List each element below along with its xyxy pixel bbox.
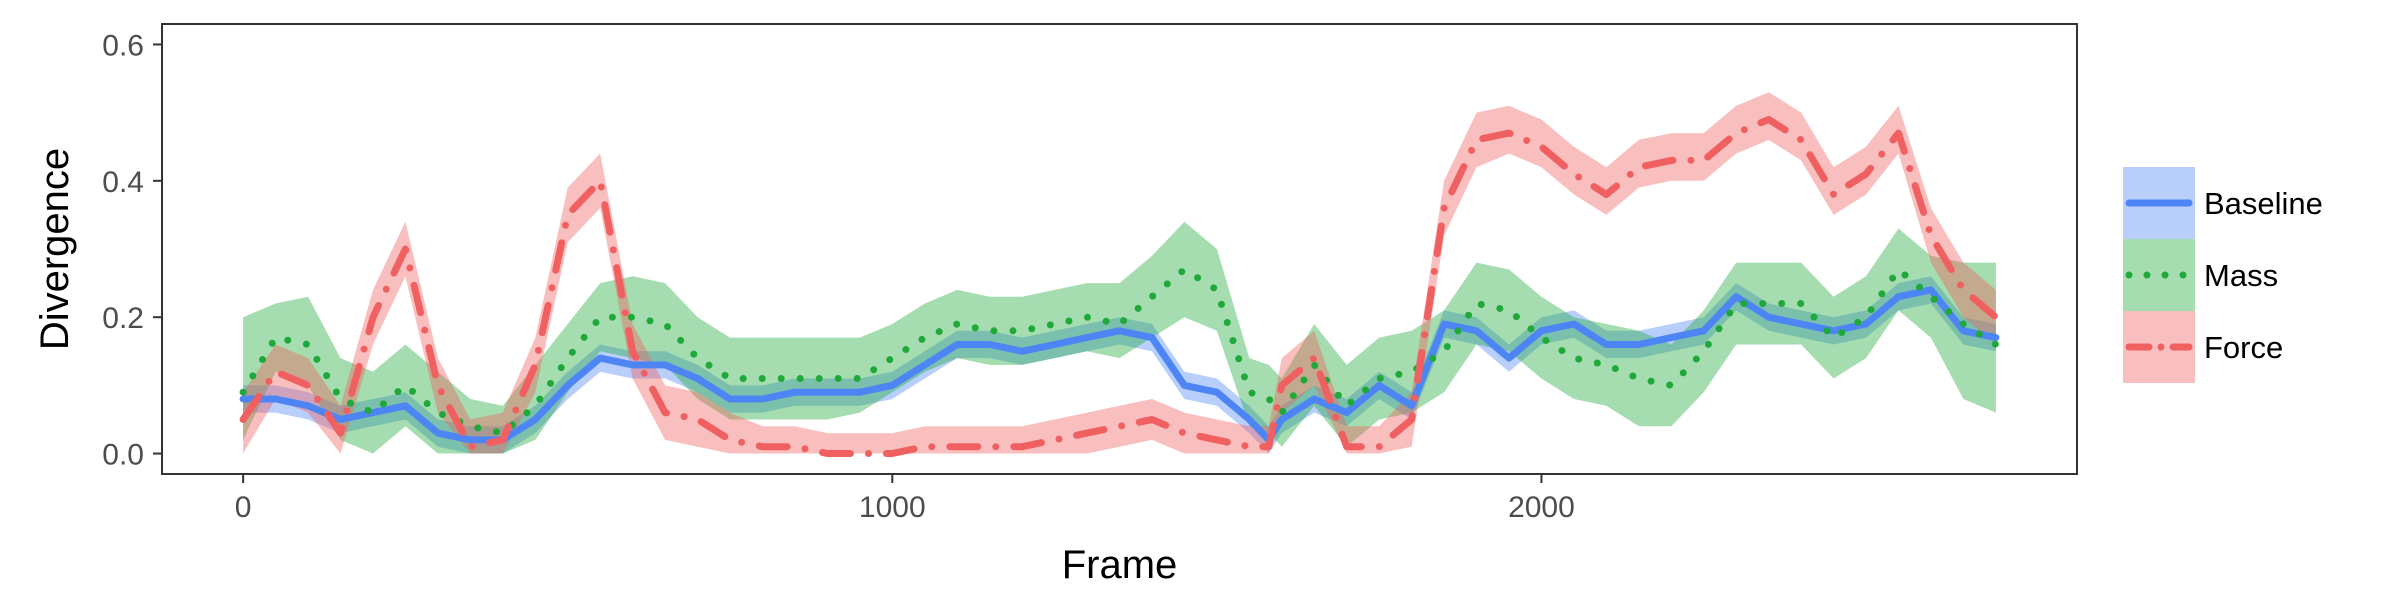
x-tick-label: 2000: [1508, 491, 1575, 524]
x-axis-title: Frame: [1062, 543, 1178, 587]
legend: Baseline Mass Force: [2123, 167, 2323, 383]
line-mass: [239, 266, 2000, 437]
legend-label-force: Force: [2204, 330, 2283, 365]
band-mass: [243, 221, 1996, 454]
y-axis-title: Divergence: [33, 148, 77, 350]
y-tick-label: 0.0: [102, 439, 144, 472]
x-tick-label: 1000: [859, 491, 926, 524]
legend-label-baseline: Baseline: [2204, 186, 2323, 221]
y-tick-label: 0.4: [102, 166, 144, 199]
confidence-bands: [243, 92, 1996, 454]
band-baseline: [243, 276, 1996, 454]
x-tick-label: 0: [235, 491, 252, 524]
plot-panel-border: [161, 23, 2078, 475]
x-axis: 0 1000 2000: [235, 474, 1575, 524]
line-baseline: [239, 286, 2000, 444]
legend-label-mass: Mass: [2204, 258, 2278, 293]
y-tick-label: 0.2: [102, 302, 144, 335]
series-lines: [239, 116, 2000, 457]
y-tick-label: 0.6: [102, 29, 144, 62]
y-axis: 0.0 0.2 0.4 0.6: [102, 29, 162, 472]
